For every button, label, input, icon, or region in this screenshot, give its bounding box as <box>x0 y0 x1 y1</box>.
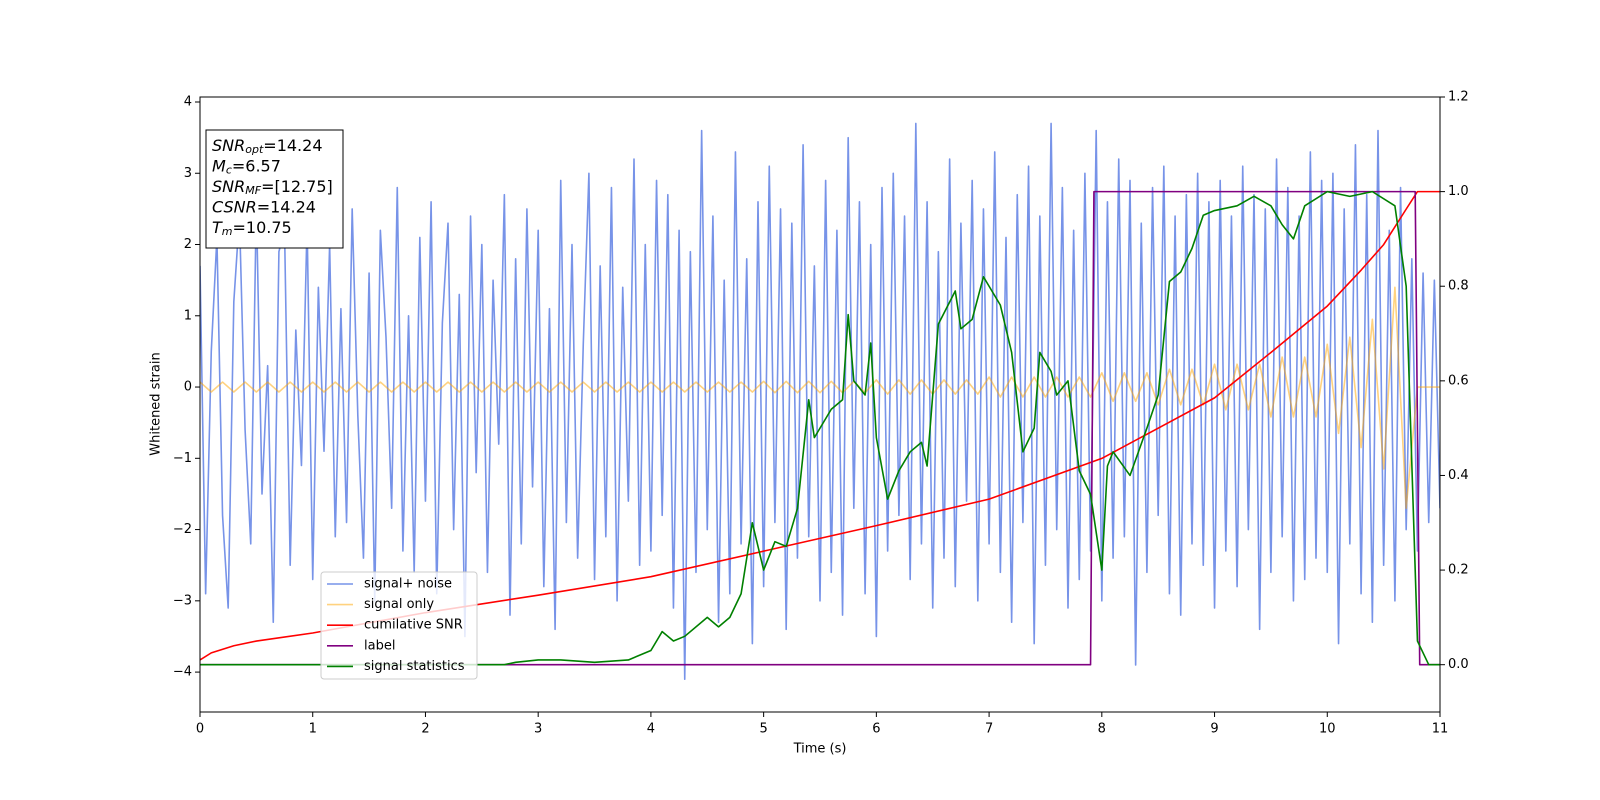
y2-tick-label: 1.2 <box>1448 90 1469 105</box>
legend-label: signal only <box>364 597 434 612</box>
y-tick-label: −2 <box>173 522 192 537</box>
stats-main: SNR <box>212 136 245 155</box>
stats-text: SNRMF=[12.75] <box>212 177 333 198</box>
stats-rest: =14.24 <box>257 197 316 216</box>
x-tick-label: 7 <box>985 722 993 737</box>
stats-rest: =[12.75] <box>261 177 333 196</box>
y2-tick-label: 0.8 <box>1448 279 1469 294</box>
legend-frame <box>320 571 478 680</box>
stats-text: SNRopt=14.24 <box>212 136 323 157</box>
stats-main: M <box>212 156 226 175</box>
stats-text: Tm=10.75 <box>212 218 292 239</box>
y-tick-label: −3 <box>173 593 192 608</box>
legend: signal+ noise signal only cumilative SNR la… <box>320 571 478 680</box>
stats-text: CSNR=14.24 <box>212 197 316 216</box>
x-axis-label: Time (s) <box>793 742 847 757</box>
y-tick-label: 3 <box>184 166 192 181</box>
stats-box-frame <box>205 129 344 249</box>
legend-label: cumilative SNR <box>364 618 463 633</box>
legend-label: signal statistics <box>364 659 465 674</box>
stats-rest: =10.75 <box>233 218 292 237</box>
y-tick-label: 2 <box>184 237 192 252</box>
y2-tick-label: 0.6 <box>1448 373 1469 388</box>
y2-tick-label: 0.2 <box>1448 563 1469 578</box>
y-tick-label: −1 <box>173 451 192 466</box>
plot-area <box>200 122 1440 681</box>
y-tick-label: 4 <box>184 94 192 109</box>
legend-label: signal+ noise <box>364 577 452 592</box>
series-line <box>200 122 1440 681</box>
x-tick-label: 8 <box>1098 722 1106 737</box>
series-line <box>200 190 1440 666</box>
y2-tick-label: 0.0 <box>1448 657 1469 672</box>
stats-box: SNRopt=14.24Mc=6.57SNRMF=[12.75]CSNR=14.… <box>205 129 344 249</box>
legend-label: label <box>364 638 395 653</box>
x-tick-label: 2 <box>421 722 429 737</box>
x-tick-label: 11 <box>1432 722 1449 737</box>
stats-main: CSNR <box>212 197 257 216</box>
stats-sub: m <box>222 225 233 238</box>
stats-sub: opt <box>245 143 264 156</box>
x-tick-label: 6 <box>872 722 880 737</box>
y2-tick-label: 1.0 <box>1448 184 1469 199</box>
x-tick-label: 3 <box>534 722 542 737</box>
stats-sub: c <box>226 164 232 177</box>
axes-frame <box>199 96 1441 713</box>
x-tick-label: 0 <box>196 722 204 737</box>
y-tick-label: 0 <box>184 380 192 395</box>
series-line <box>200 190 1440 666</box>
stats-sub: MF <box>245 184 261 197</box>
stats-rest: =6.57 <box>232 156 281 175</box>
stats-rest: =14.24 <box>263 136 322 155</box>
y-tick-label: −4 <box>173 665 192 680</box>
stats-text: Mc=6.57 <box>212 156 281 177</box>
y-tick-label: 1 <box>184 308 192 323</box>
x-tick-label: 5 <box>759 722 767 737</box>
stats-main: SNR <box>212 177 245 196</box>
y2-tick-label: 0.4 <box>1448 468 1469 483</box>
x-tick-label: 1 <box>309 722 317 737</box>
series-line <box>200 190 1440 661</box>
y-axis-label: Whitened strain <box>149 352 164 455</box>
x-tick-label: 4 <box>647 722 655 737</box>
stats-main: T <box>212 218 223 237</box>
x-tick-label: 10 <box>1319 722 1336 737</box>
series-line <box>200 286 1440 509</box>
x-tick-label: 9 <box>1210 722 1218 737</box>
